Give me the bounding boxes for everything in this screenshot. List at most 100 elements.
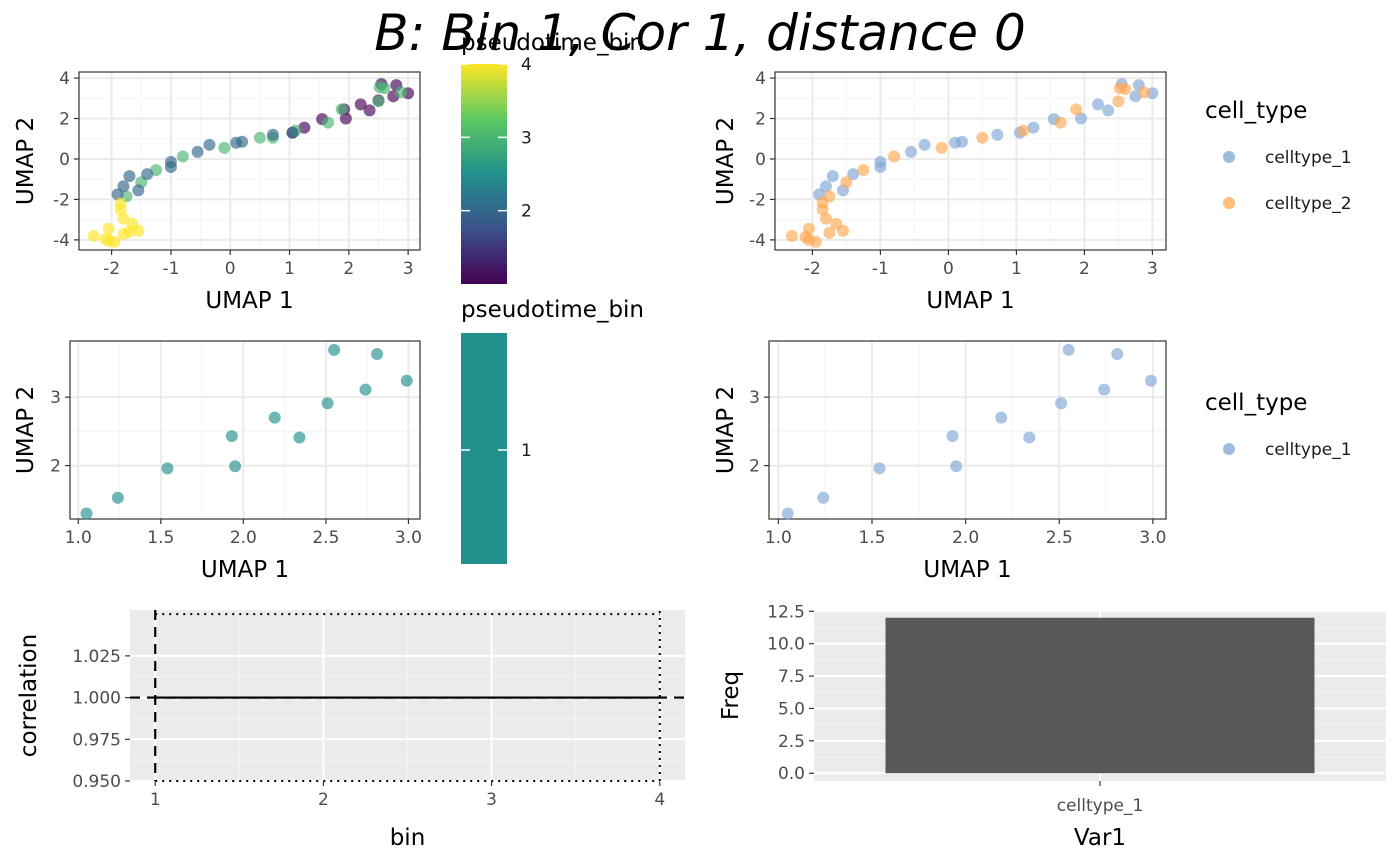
panel-border xyxy=(78,71,421,251)
legend-label: celltype_1 xyxy=(1265,440,1352,460)
x-tick-label: 2.5 xyxy=(1046,528,1073,548)
data-point xyxy=(321,397,334,410)
x-tick-label: 1.0 xyxy=(765,528,792,548)
data-point xyxy=(203,138,216,151)
data-point xyxy=(1055,397,1068,410)
data-point xyxy=(905,145,917,158)
data-point xyxy=(1062,343,1075,356)
x-tick-label: 1.5 xyxy=(147,528,174,548)
y-tick-label: 3 xyxy=(749,388,760,408)
data-point xyxy=(230,136,243,149)
data-point xyxy=(225,430,238,443)
data-point xyxy=(161,462,174,475)
data-point xyxy=(114,197,127,210)
data-point xyxy=(293,431,306,444)
data-point xyxy=(1102,104,1115,117)
x-tick-label: 1.0 xyxy=(65,528,92,548)
x-tick-label: 2 xyxy=(318,790,329,810)
data-point xyxy=(253,131,266,144)
x-axis-title: Var1 xyxy=(1074,825,1126,851)
data-point xyxy=(111,491,124,504)
data-point xyxy=(176,150,189,163)
legend-key-point xyxy=(1223,151,1235,163)
y-tick-label: 0.950 xyxy=(72,772,121,792)
panel-umap-celltype-bin1: 1.0 1.5 2.0 2.5 3.0 2 3 UMAP 1 UMAP 2 xyxy=(713,340,1167,583)
data-point xyxy=(322,116,335,129)
y-tick-label: -4 xyxy=(749,231,766,251)
y-tick-label: -2 xyxy=(53,190,70,210)
x-tick-label: 1 xyxy=(150,790,161,810)
data-point xyxy=(847,168,860,181)
y-tick-label: 10.0 xyxy=(767,635,805,655)
data-point xyxy=(781,507,794,520)
x-tick-label: 0 xyxy=(225,259,236,279)
colorbar xyxy=(461,64,507,284)
data-point xyxy=(229,460,242,473)
data-point xyxy=(87,229,100,242)
colorbar-label: 2 xyxy=(521,202,532,222)
data-point xyxy=(339,112,352,125)
legend-title: pseudotime_bin xyxy=(461,297,644,323)
y-tick-label: 2 xyxy=(755,110,766,130)
panel-background xyxy=(769,341,1166,519)
colorbar-label: 4 xyxy=(521,55,532,75)
data-point xyxy=(141,168,154,181)
data-point xyxy=(950,460,963,473)
figure-title: B: Bin 1, Cor 1, distance 0 xyxy=(374,4,1026,62)
legend-label: celltype_2 xyxy=(1265,194,1352,214)
x-tick-label: 2.0 xyxy=(952,528,979,548)
data-point xyxy=(371,348,384,361)
data-point xyxy=(857,164,870,177)
data-point xyxy=(820,180,832,193)
panel-celltype-frequency: 0.0 2.5 5.0 7.5 10.0 12.5 Var1 Freq celltype_1 xyxy=(718,602,1386,851)
y-tick-label: 2.5 xyxy=(778,732,805,752)
data-point xyxy=(400,374,413,387)
data-point xyxy=(786,229,798,242)
data-point xyxy=(874,161,887,174)
y-tick-label: -2 xyxy=(749,190,766,210)
data-point xyxy=(126,217,139,230)
x-axis-title: UMAP 1 xyxy=(201,557,289,583)
y-axis-title: UMAP 2 xyxy=(713,386,739,474)
data-point xyxy=(1092,98,1104,111)
data-point xyxy=(378,82,391,95)
bar xyxy=(885,617,1315,774)
panel-border xyxy=(774,71,1167,251)
data-point xyxy=(803,222,815,235)
data-point xyxy=(1027,121,1040,134)
y-tick-label: 0.975 xyxy=(72,730,121,750)
legends: pseudotime_bin234pseudotime_bin1cell_typ… xyxy=(461,30,1352,564)
colorbar-label: 1 xyxy=(521,441,532,461)
data-point xyxy=(888,150,900,163)
x-tick-label: 3 xyxy=(1147,259,1158,279)
data-point xyxy=(946,430,959,443)
data-point xyxy=(1070,103,1083,116)
data-point xyxy=(976,131,989,144)
x-axis-title: UMAP 1 xyxy=(926,288,1014,314)
x-tick-label: -2 xyxy=(804,259,821,279)
y-tick-label: 4 xyxy=(59,69,70,89)
x-tick-label: 2.5 xyxy=(312,528,339,548)
x-tick-label: 1 xyxy=(1011,259,1022,279)
data-point xyxy=(372,95,385,108)
y-tick-label: 0 xyxy=(59,150,70,170)
data-point xyxy=(132,184,145,197)
x-tick-label: 2.0 xyxy=(230,528,257,548)
x-axis-title: bin xyxy=(390,825,426,851)
data-point xyxy=(1138,86,1151,99)
colorbar-label: 3 xyxy=(521,128,532,148)
y-tick-label: 5.0 xyxy=(778,699,805,719)
data-point xyxy=(817,491,830,504)
data-point xyxy=(1119,83,1132,96)
data-point xyxy=(164,161,177,174)
y-axis-title: UMAP 2 xyxy=(13,117,39,205)
data-point xyxy=(123,170,136,183)
x-tick-label: 4 xyxy=(654,790,665,810)
panel-umap-pseudotime-bin1: 1.0 1.5 2.0 2.5 3.0 2 3 UMAP 1 UMAP 2 xyxy=(13,340,422,583)
data-point xyxy=(395,86,408,99)
data-point xyxy=(1017,124,1030,137)
data-point xyxy=(935,141,948,154)
data-point xyxy=(359,383,372,396)
data-point xyxy=(1054,116,1067,129)
